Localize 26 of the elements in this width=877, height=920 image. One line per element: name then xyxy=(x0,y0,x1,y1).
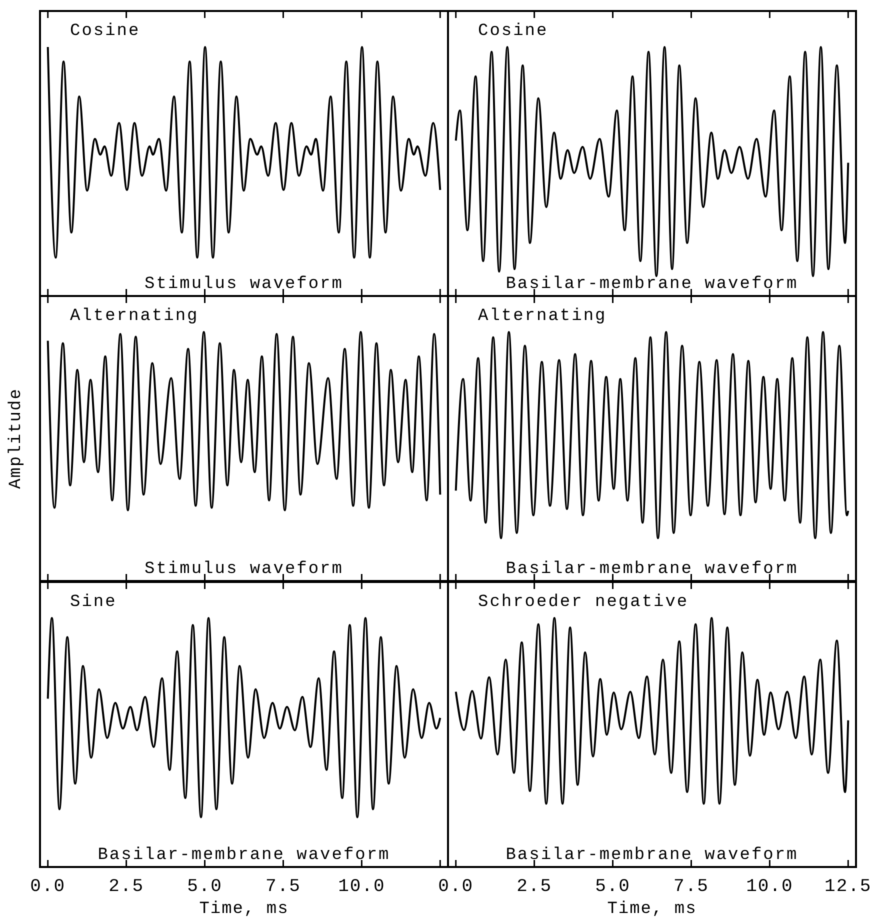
x-axis-title: Time, ms xyxy=(607,900,697,919)
chart-title: Schroeder negative xyxy=(478,593,689,612)
chart-title: Sine xyxy=(70,593,117,612)
x-tick-label: 10.0 xyxy=(338,877,386,897)
x-tick-label: 5.0 xyxy=(595,877,630,897)
annotation: Basilar-membrane waveform xyxy=(506,560,798,579)
x-tick-label: 5.0 xyxy=(187,877,222,897)
x-tick-label: 2.5 xyxy=(516,877,552,897)
chart-title: Alternating xyxy=(478,307,607,326)
x-tick-label: 12.5 xyxy=(824,877,872,897)
x-tick-label: 7.5 xyxy=(674,877,709,897)
x-tick-label: 0.0 xyxy=(438,877,474,897)
chart-title: Alternating xyxy=(70,307,199,326)
annotation: Stimulus waveform xyxy=(144,275,344,294)
x-tick-label: 0.0 xyxy=(30,877,66,897)
chart-title: Cosine xyxy=(70,22,140,41)
x-tick-label: 10.0 xyxy=(746,877,794,897)
x-axis-title: Time, ms xyxy=(199,900,289,919)
y-axis-title: Amplitude xyxy=(7,388,26,489)
x-tick-label: 2.5 xyxy=(108,877,144,897)
annotation: Basilar-membrane waveform xyxy=(506,275,798,294)
annotation: Basilar-membrane waveform xyxy=(98,846,390,865)
chart-title: Cosine xyxy=(478,22,548,41)
annotation: Basilar-membrane waveform xyxy=(506,846,798,865)
x-tick-label: 7.5 xyxy=(266,877,301,897)
annotation: Stimulus waveform xyxy=(144,560,344,579)
